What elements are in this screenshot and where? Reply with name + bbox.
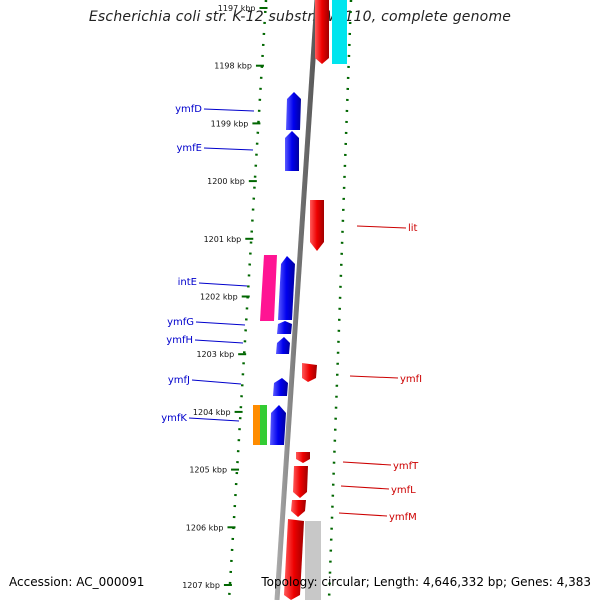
gene-arrow-ymfJ: [273, 378, 288, 396]
scale-tick-label: 1206 kbp: [186, 523, 224, 532]
leader-ymfJ: [191, 379, 242, 385]
label-lit: lit: [408, 223, 418, 234]
gene-arrow-intE: [278, 256, 295, 320]
scale-ticks: 1197 kbp 1198 kbp 1199 kbp 1200 kbp 1201 kbp…: [182, 4, 268, 590]
leader-ymfI: [349, 375, 399, 379]
leader-ymfD: [203, 108, 255, 112]
gene-arrow-ymfH: [276, 337, 290, 354]
accession-text: Accession: AC_000091: [9, 575, 145, 589]
reverse-features: [253, 92, 301, 445]
gene-arrow-ymfE: [285, 131, 299, 171]
scale-tick-label: 1200 kbp: [207, 177, 245, 186]
gene-arrow-ymfT: [296, 452, 310, 463]
gene-block-gray: [305, 521, 321, 600]
leader-lit: [356, 225, 407, 229]
gene-arrow-ymfK: [270, 405, 286, 445]
gene-arrow-lit: [310, 200, 324, 251]
scale-tick-label: 1198 kbp: [214, 62, 252, 71]
scale-tick-label: 1202 kbp: [200, 293, 238, 302]
scale-tick-label: 1199 kbp: [211, 119, 249, 128]
scale-tick-label: 1207 kbp: [182, 581, 220, 590]
leader-ymfM: [338, 512, 388, 517]
gene-arrow-bottom-red: [284, 519, 304, 600]
label-intE: intE: [178, 277, 197, 288]
gene-arrow-ymfL: [293, 466, 308, 498]
scale-tick-label: 1204 kbp: [193, 408, 231, 417]
left-track-boundary: [227, 0, 268, 600]
label-ymfD: ymfD: [175, 104, 202, 115]
gene-arrow-ymfD: [286, 92, 301, 130]
label-ymfL: ymfL: [391, 485, 416, 496]
scale-tick-label: 1205 kbp: [189, 466, 227, 475]
gene-block-green: [260, 405, 267, 445]
gene-arrow-ymfG: [277, 321, 292, 334]
forward-features: [284, 0, 347, 600]
label-ymfI: ymfI: [400, 374, 422, 385]
topology-text: Topology: circular; Length: 4,646,332 bp…: [261, 575, 591, 589]
label-ymfH: ymfH: [166, 335, 193, 346]
right-track-boundary: [327, 0, 353, 600]
gene-arrow-ymfM: [291, 500, 306, 517]
gene-block-orange: [253, 405, 260, 445]
label-ymfK: ymfK: [161, 413, 187, 424]
gene-arrow-top-red: [315, 0, 329, 64]
gene-block-cyan: [332, 0, 347, 64]
genome-backbone: [274, 0, 320, 600]
label-ymfT: ymfT: [393, 461, 419, 472]
leader-intE: [198, 282, 248, 287]
leader-ymfH: [194, 339, 244, 344]
label-ymfM: ymfM: [389, 512, 417, 523]
leader-ymfK: [188, 417, 240, 422]
label-ymfE: ymfE: [177, 143, 203, 154]
map-title: Escherichia coli str. K-12 substr. W3110…: [88, 9, 512, 25]
scale-tick-label: 1201 kbp: [204, 235, 242, 244]
gene-labels: ymfD ymfE intE ymfG ymfH ymfJ ymfK lit y…: [161, 104, 422, 523]
gene-arrow-ymfI: [302, 363, 317, 382]
label-ymfG: ymfG: [167, 317, 194, 328]
gene-block-intE: [260, 255, 277, 321]
leader-ymfG: [195, 321, 246, 326]
leader-ymfT: [342, 461, 392, 466]
scale-tick-label: 1197 kbp: [218, 4, 256, 13]
scale-tick-label: 1203 kbp: [196, 350, 234, 359]
label-leaders: [188, 108, 407, 517]
leader-ymfL: [340, 485, 390, 490]
leader-ymfE: [203, 147, 254, 151]
label-ymfJ: ymfJ: [168, 375, 190, 386]
